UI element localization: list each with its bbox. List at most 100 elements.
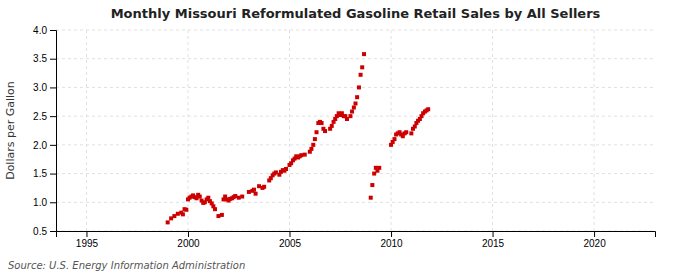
point <box>237 196 241 200</box>
y-grid-line <box>56 202 655 203</box>
y-tick: 4.0 <box>33 25 56 36</box>
y-axis: 0.5 1.0 1.5 2.0 2.5 3.0 3.5 4.0 <box>33 25 56 237</box>
title: Monthly Missouri Reformulated Gasoline R… <box>111 6 601 21</box>
y-tick-label: 2.5 <box>33 111 47 122</box>
point <box>348 114 352 118</box>
y-tick-mark <box>50 59 56 60</box>
point <box>240 195 244 199</box>
y-tick-label: 0.5 <box>33 226 47 237</box>
y-tick-label: 3.0 <box>33 82 47 93</box>
x-tick-label: 2000 <box>177 238 200 249</box>
point <box>262 185 266 189</box>
x-grid-line <box>289 30 290 231</box>
point <box>216 214 220 218</box>
point <box>330 124 334 128</box>
y-axis-line <box>50 31 57 232</box>
y-tick-mark <box>50 202 56 203</box>
point <box>377 166 381 170</box>
x-tick-label: 2015 <box>482 238 505 249</box>
point <box>409 131 413 135</box>
point <box>284 167 288 171</box>
x-tick-mark <box>188 231 189 237</box>
y-tick-mark <box>50 30 56 31</box>
x-tick-label: 1995 <box>76 238 99 249</box>
x-axis-line <box>57 232 656 238</box>
x-grid-line <box>86 30 87 231</box>
y-grid-line <box>56 30 655 31</box>
chart: 1995 2000 2005 2010 2015 2020 0.5 1.0 1.5 2.0 2.5 3… <box>0 0 675 275</box>
point <box>352 106 356 110</box>
grid <box>56 30 655 231</box>
y-grid-line <box>56 87 655 88</box>
y-tick: 0.5 <box>33 226 56 237</box>
point <box>299 153 303 157</box>
x-tick-label: 2020 <box>583 238 606 249</box>
point <box>166 220 170 224</box>
y-grid-line <box>56 116 655 117</box>
y-tick: 1.5 <box>33 168 56 179</box>
x-tick-mark <box>493 231 494 237</box>
point <box>172 214 176 218</box>
y-tick-mark <box>50 145 56 146</box>
point <box>413 124 417 128</box>
x-grid-line <box>492 30 493 231</box>
point <box>315 130 319 134</box>
point <box>357 85 361 89</box>
plot: 1995 2000 2005 2010 2015 2020 0.5 1.0 1.5 2.0 2.5 3… <box>33 25 655 249</box>
x-tick-mark <box>290 231 291 237</box>
y-tick-label: 3.5 <box>33 53 47 64</box>
point <box>323 129 327 133</box>
x-tick-mark <box>391 231 392 237</box>
point <box>392 137 396 141</box>
y-tick: 2.0 <box>33 140 56 151</box>
point <box>274 170 278 174</box>
point <box>320 121 324 125</box>
point <box>233 194 237 198</box>
y-tick-mark <box>50 174 56 175</box>
point <box>345 117 349 121</box>
x-tick-mark <box>86 231 87 237</box>
y-tick-mark <box>50 87 56 88</box>
point <box>354 102 358 106</box>
y-tick-label: 1.0 <box>33 197 47 208</box>
y-axis-title: Dollars per Gallon <box>4 81 17 180</box>
point <box>252 188 256 192</box>
x-axis: 1995 2000 2005 2010 2015 2020 <box>57 231 656 249</box>
x-tick: 2010 <box>380 231 403 249</box>
point <box>254 192 258 196</box>
annotation: Source: U.S. Energy Information Administ… <box>8 260 245 271</box>
points <box>166 52 431 224</box>
point <box>303 153 307 157</box>
point <box>257 184 261 188</box>
point <box>362 52 366 56</box>
point <box>181 212 185 216</box>
point <box>426 107 430 111</box>
x-tick: 2015 <box>482 231 505 249</box>
point <box>176 212 180 216</box>
y-tick: 1.0 <box>33 197 56 208</box>
x-tick-label: 2010 <box>380 238 403 249</box>
point <box>206 196 210 200</box>
point <box>370 183 374 187</box>
point <box>184 208 188 212</box>
y-grid-line <box>56 144 655 145</box>
y-tick: 3.5 <box>33 53 56 64</box>
y-grid-line <box>56 58 655 59</box>
point <box>355 95 359 99</box>
x-tick: 2000 <box>177 231 200 249</box>
x-tick: 1995 <box>76 231 99 249</box>
point <box>309 147 313 151</box>
y-tick-label: 1.5 <box>33 168 47 179</box>
chart-container: 1995 2000 2005 2010 2015 2020 0.5 1.0 1.5 2.0 2.5 3… <box>0 0 675 275</box>
x-tick-label: 2005 <box>279 238 302 249</box>
point <box>360 65 364 69</box>
y-tick: 2.5 <box>33 111 56 122</box>
y-grid-line <box>56 173 655 174</box>
x-grid-line <box>594 30 595 231</box>
point <box>404 130 408 134</box>
point <box>220 213 224 217</box>
point <box>369 196 373 200</box>
point <box>311 143 315 147</box>
y-tick-mark <box>50 231 56 232</box>
point <box>198 195 202 199</box>
